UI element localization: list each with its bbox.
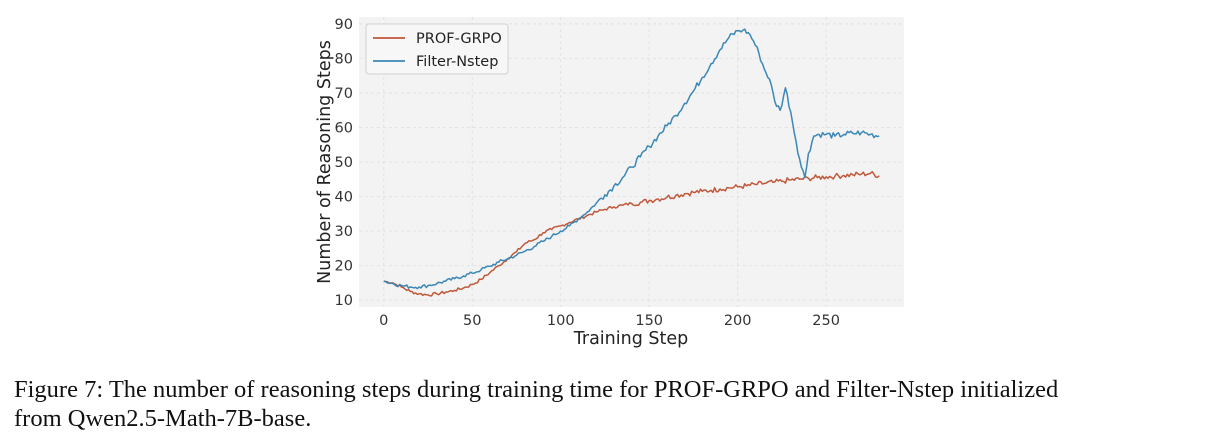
tick-labels: 0 50 100 150 200 250 10 20 30 40 50 60 70 80 90 <box>335 17 840 329</box>
y-tick-label: 20 <box>335 259 353 275</box>
y-tick-label: 90 <box>335 17 353 33</box>
x-tick-label: 100 <box>547 313 575 329</box>
x-tick-label: 250 <box>812 313 840 329</box>
series-line-filter-nstep <box>383 28 880 290</box>
y-tick-label: 40 <box>335 190 353 206</box>
x-tick-label: 0 <box>379 313 388 329</box>
x-tick-label: 50 <box>463 313 481 329</box>
y-axis-title: Number of Reasoning Steps <box>315 40 335 284</box>
x-tick-label: 200 <box>724 313 752 329</box>
y-tick-label: 50 <box>335 155 353 171</box>
y-tick-label: 70 <box>335 86 353 102</box>
x-axis-title: Training Step <box>573 329 688 349</box>
legend: PROF-GRPO Filter-Nstep <box>365 23 509 75</box>
y-tick-label: 10 <box>335 293 353 309</box>
y-tick-label: 30 <box>335 224 353 240</box>
legend-label-prof-grpo: PROF-GRPO <box>416 31 502 47</box>
line-chart: 0 50 100 150 200 250 10 20 30 40 50 60 70 80 90 Traini… <box>315 17 904 349</box>
y-tick-label: 60 <box>335 120 353 136</box>
series-line-prof-grpo <box>383 170 880 297</box>
caption-line-2: from Qwen2.5-Math-7B-base. <box>14 405 312 432</box>
figure-caption: Figure 7: The number of reasoning steps … <box>14 375 1209 433</box>
x-tick-label: 150 <box>635 313 663 329</box>
chart-container: 0 50 100 150 200 250 10 20 30 40 50 60 70 80 90 Traini… <box>315 17 904 349</box>
legend-label-filter-nstep: Filter-Nstep <box>416 54 498 70</box>
caption-line-1: Figure 7: The number of reasoning steps … <box>14 376 1059 403</box>
series-lines <box>383 28 880 297</box>
y-tick-label: 80 <box>335 51 353 67</box>
